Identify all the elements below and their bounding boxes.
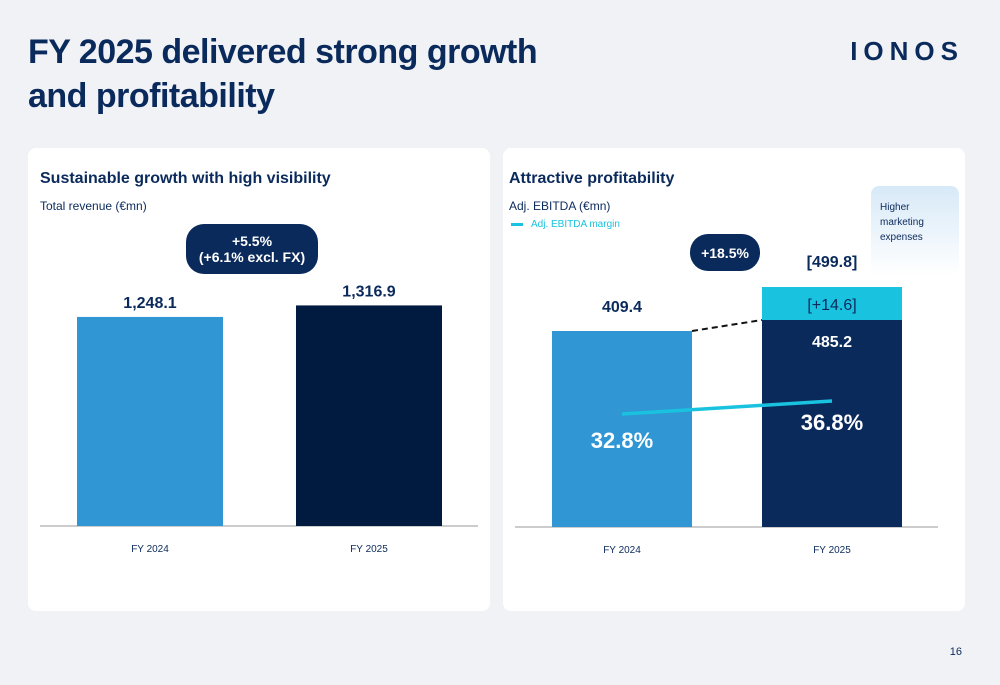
note-line: expenses [880,232,923,243]
data-label: 409.4 [602,299,642,316]
title-line-1: FY 2025 delivered strong growth [28,33,538,71]
note-line: marketing [880,217,924,228]
growth-value: +5.5% [231,233,273,249]
data-label: 1,248.1 [123,295,176,312]
page-title: FY 2025 delivered strong growth and prof… [28,30,538,118]
ebitda-growth-badge: +18.5% [690,234,760,271]
revenue-chart-title: Sustainable growth with high visibility [40,170,331,187]
legend-label: Adj. EBITDA margin [531,219,620,230]
addon-bar-segment [762,287,902,320]
ebitda-chart-ylabel: Adj. EBITDA (€mn) [509,199,611,213]
addon-label: [+14.6] [807,297,856,314]
bridge-dashed-line [691,319,763,332]
x-tick-label: FY 2024 [131,544,169,555]
margin-line [621,399,833,416]
revenue-growth-badge: +5.5% (+6.1% excl. FX) [186,224,318,274]
total-label: [499.8] [807,254,858,271]
margin-label: 36.8% [801,410,863,435]
bar-fy-2024 [77,316,223,526]
legend-line-swatch [511,223,523,226]
title-line-2: and profitability [28,77,275,115]
ionos-logo: IONOS [850,36,964,66]
page-number: 16 [949,646,962,658]
revenue-card: Sustainable growth with high visibility … [28,148,490,611]
ebitda-chart-title: Attractive profitability [509,170,675,187]
x-tick-label: FY 2025 [350,544,388,555]
data-label: 1,316.9 [342,283,395,300]
x-tick-label: FY 2025 [813,545,851,556]
bar-fy-2024 [552,331,692,527]
note-line: Higher [880,202,910,213]
bar-fy-2025 [762,320,902,527]
legend: Adj. EBITDA margin [511,219,620,230]
ebitda-chart: FY 2024 FY 2025 409.4 485.2 [+14.6] [499.8] 32… [515,254,938,556]
revenue-chart-ylabel: Total revenue (€mn) [40,199,147,213]
ebitda-card: Attractive profitability Adj. EBITDA (€m… [503,148,965,611]
growth-excl-fx: (+6.1% excl. FX) [198,249,306,265]
margin-label: 32.8% [591,428,653,453]
x-tick-label: FY 2024 [603,545,641,556]
bar-fy-2025 [296,305,442,526]
revenue-chart: 1,248.1 FY 2024 1,316.9 FY 2025 [40,283,478,555]
data-label: 485.2 [812,334,852,351]
note-box: Higher marketing expenses [871,186,959,276]
